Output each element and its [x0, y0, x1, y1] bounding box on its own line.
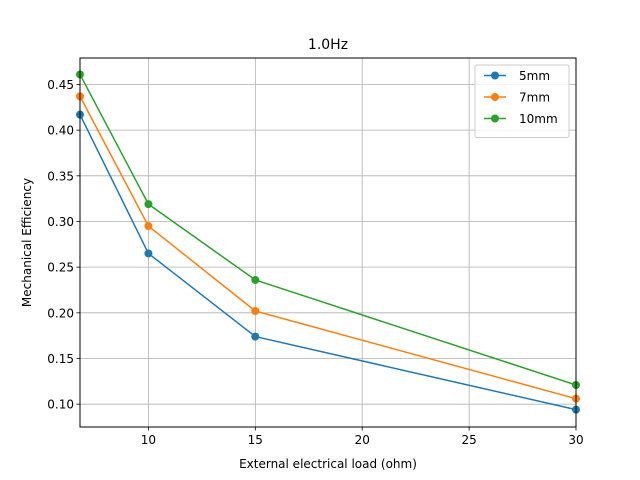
plot-frame	[79, 57, 577, 428]
legend-swatch-marker	[491, 114, 499, 123]
x-tick-label: 10	[141, 433, 156, 447]
data-point	[144, 249, 153, 258]
ticks: 10 15 20 25 30 0.10 0.15 0.20 0.25 0.30 0.35 0.40 0.…	[47, 78, 583, 447]
series-line	[79, 96, 577, 400]
grid	[80, 58, 577, 427]
y-tick-label: 0.35	[47, 169, 74, 183]
x-tick-label: 25	[461, 433, 476, 447]
legend-label: 10mm	[519, 112, 558, 126]
legend-swatch-marker	[491, 71, 499, 80]
y-tick-label: 0.40	[47, 124, 74, 138]
y-tick-label: 0.15	[47, 352, 74, 366]
data-point	[144, 200, 153, 209]
data-point	[251, 307, 260, 316]
series-group	[76, 70, 580, 414]
x-tick-label: 30	[568, 433, 583, 447]
legend-swatch-marker	[491, 93, 499, 101]
y-tick-label: 0.10	[47, 398, 74, 412]
y-tick-label: 0.45	[47, 78, 74, 92]
series-7mm	[76, 92, 580, 403]
data-point	[144, 222, 153, 231]
data-point	[251, 332, 260, 341]
legend-label: 5mm	[519, 69, 550, 83]
x-axis-title: External electrical load (ohm)	[239, 457, 417, 471]
series-5mm	[76, 110, 580, 414]
data-point	[251, 275, 260, 284]
legend: 5mm 7mm 10mm	[474, 64, 570, 138]
y-tick-label: 0.20	[47, 306, 74, 320]
series-line	[79, 114, 577, 411]
series-line	[79, 74, 577, 386]
y-tick-label: 0.30	[47, 215, 74, 229]
y-axis-title: Mechanical Efficiency	[20, 178, 34, 307]
x-tick-label: 15	[248, 433, 263, 447]
chart-title: 1.0Hz	[308, 37, 348, 53]
x-tick-label: 20	[355, 433, 370, 447]
legend-label: 7mm	[519, 91, 550, 105]
y-tick-label: 0.25	[47, 261, 74, 275]
